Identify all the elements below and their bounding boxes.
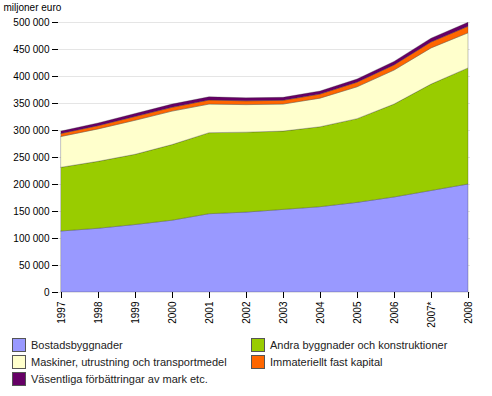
- svg-text:50 000: 50 000: [19, 260, 50, 271]
- svg-text:1999: 1999: [130, 301, 141, 324]
- svg-text:1998: 1998: [93, 301, 104, 324]
- svg-text:300 000: 300 000: [13, 125, 50, 136]
- svg-text:2000: 2000: [167, 301, 178, 324]
- svg-text:0: 0: [44, 287, 50, 298]
- svg-text:450 000: 450 000: [13, 44, 50, 55]
- svg-text:150 000: 150 000: [13, 206, 50, 217]
- svg-text:2006: 2006: [389, 301, 400, 324]
- html-text:Andra byggnader och konstrukti: Andra byggnader och konstruktioner: [270, 339, 448, 351]
- svg-text:miljoner euro: miljoner euro: [4, 2, 62, 13]
- html-text:Bostadsbyggnader: Bostadsbyggnader: [31, 339, 123, 351]
- svg-text:2007*: 2007*: [426, 301, 437, 327]
- svg-text:2005: 2005: [352, 301, 363, 324]
- svg-text:1997: 1997: [56, 301, 67, 324]
- html-text:Väsentliga förbättringar av ma: Väsentliga förbättringar av mark etc.: [31, 373, 208, 385]
- svg-text:350 000: 350 000: [13, 98, 50, 109]
- svg-text:2008: 2008: [463, 301, 474, 324]
- svg-text:400 000: 400 000: [13, 71, 50, 82]
- svg-text:250 000: 250 000: [13, 152, 50, 163]
- html-text:Immateriellt fast kapital: Immateriellt fast kapital: [270, 356, 383, 368]
- svg-text:2002: 2002: [241, 301, 252, 324]
- svg-text:2004: 2004: [315, 301, 326, 324]
- svg-text:200 000: 200 000: [13, 179, 50, 190]
- svg-text:100 000: 100 000: [13, 233, 50, 244]
- html-text:Maskiner, utrustning och trans: Maskiner, utrustning och transportmedel: [31, 356, 227, 368]
- svg-text:2001: 2001: [204, 301, 215, 324]
- svg-text:2003: 2003: [278, 301, 289, 324]
- svg-text:500 000: 500 000: [13, 17, 50, 28]
